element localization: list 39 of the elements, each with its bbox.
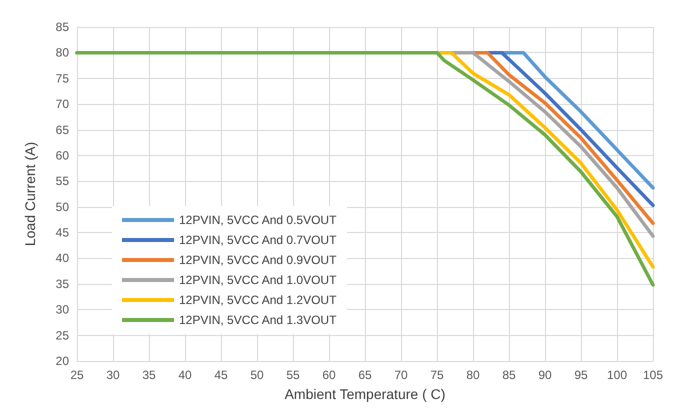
y-tick-label: 45 [56,226,70,240]
x-tick-label: 95 [574,368,588,382]
x-tick-label: 30 [106,368,120,382]
y-tick-label: 20 [56,354,70,368]
legend-label: 12PVIN, 5VCC And 0.5VOUT [179,213,338,227]
legend-label: 12PVIN, 5VCC And 1.0VOUT [179,273,338,287]
y-tick-label: 40 [56,251,70,266]
x-tick-label: 50 [250,368,264,382]
x-tick-label: 85 [502,368,516,382]
x-tick-label: 75 [430,368,444,382]
y-tick-label: 85 [56,20,70,34]
y-tick-label: 75 [56,71,70,86]
x-tick-label: 80 [466,368,480,382]
legend-label: 12PVIN, 5VCC And 1.3VOUT [179,313,338,327]
x-tick-label: 35 [142,368,156,382]
y-tick-label: 25 [56,328,70,342]
y-tick-label: 60 [56,148,70,162]
x-tick-label: 90 [538,368,552,382]
x-tick-label: 45 [214,368,228,382]
x-tick-label: 105 [642,368,664,382]
y-tick-label: 30 [56,302,70,317]
y-tick-label: 35 [56,276,70,291]
y-tick-label: 65 [56,122,70,137]
x-tick-label: 70 [394,368,408,382]
x-tick-label: 65 [358,368,372,382]
y-tick-label: 55 [56,174,70,188]
y-tick-label: 50 [56,200,70,214]
x-tick-label: 100 [606,368,628,382]
y-tick-label: 70 [56,97,70,112]
x-axis-title: Ambient Temperature ( C) [284,386,446,402]
x-tick-label: 25 [70,368,84,382]
x-tick-label: 40 [178,368,192,382]
legend-label: 12PVIN, 5VCC And 0.7VOUT [179,233,338,247]
legend-label: 12PVIN, 5VCC And 0.9VOUT [179,253,338,267]
y-axis-title: Load Current (A) [22,142,38,246]
x-tick-label: 55 [286,368,300,382]
legend-label: 12PVIN, 5VCC And 1.2VOUT [179,293,338,307]
x-tick-label: 60 [322,368,336,382]
y-tick-label: 80 [56,46,70,60]
